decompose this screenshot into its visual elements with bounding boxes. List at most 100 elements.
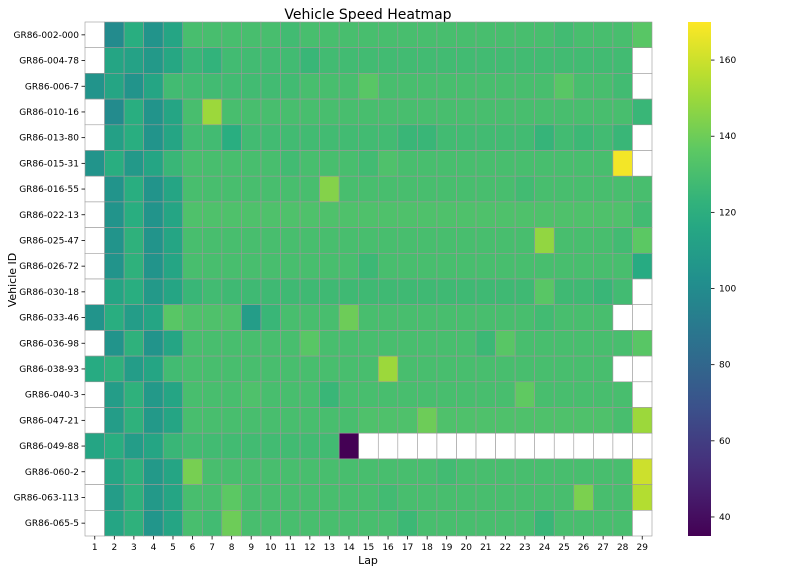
heatmap-cell [84, 432, 105, 460]
heatmap-cell [241, 458, 262, 485]
heatmap-cell [358, 458, 379, 485]
x-tick-label: 4 [151, 543, 157, 553]
heatmap-cell [84, 73, 105, 100]
x-tick-label: 14 [343, 543, 355, 553]
heatmap-cell [377, 150, 399, 177]
heatmap-cell [319, 98, 340, 126]
heatmap-cell [456, 175, 477, 203]
heatmap-cell [104, 150, 125, 177]
heatmap-cell [534, 355, 555, 383]
heatmap-cell [338, 124, 360, 151]
heatmap-cell [436, 98, 457, 126]
heatmap-cell [84, 304, 105, 331]
heatmap-cell [123, 509, 144, 537]
heatmap-cell [358, 150, 379, 177]
colorbar [688, 22, 711, 536]
heatmap-cell [84, 355, 105, 383]
heatmap-cell [553, 150, 575, 177]
heatmap-cell [319, 278, 340, 306]
heatmap-cell [475, 304, 496, 331]
heatmap-cell [162, 47, 184, 74]
heatmap-cell [514, 484, 535, 511]
heatmap-cell [338, 304, 360, 331]
heatmap-cell [221, 304, 242, 331]
heatmap-cell [280, 432, 301, 460]
heatmap-cell [534, 432, 555, 460]
x-tick-label: 27 [597, 543, 608, 553]
heatmap-cell [397, 21, 418, 49]
heatmap-cell [612, 98, 633, 126]
x-axis-label: Lap [358, 554, 378, 567]
heatmap-cell [162, 124, 184, 151]
heatmap-cell [123, 73, 144, 100]
heatmap-cell [104, 278, 125, 306]
heatmap-cell [475, 201, 496, 228]
heatmap-cell [338, 253, 360, 280]
heatmap-cell [534, 278, 555, 306]
heatmap-cell [456, 227, 477, 254]
heatmap-cell [495, 509, 516, 537]
heatmap-cell [280, 330, 301, 357]
heatmap-cell [260, 150, 281, 177]
heatmap-cell [612, 355, 633, 383]
heatmap-cell [632, 484, 653, 511]
heatmap-cell [456, 407, 477, 434]
heatmap-cell [534, 458, 555, 485]
heatmap-cell [495, 253, 516, 280]
heatmap-cell [162, 201, 184, 228]
heatmap-cell [202, 253, 223, 280]
heatmap-cell [143, 509, 164, 537]
heatmap-cell [319, 47, 340, 74]
heatmap-cell [202, 73, 223, 100]
heatmap-cell [280, 484, 301, 511]
heatmap-cell [104, 304, 125, 331]
heatmap-cell [143, 98, 164, 126]
heatmap-cell [143, 484, 164, 511]
heatmap-cell [612, 175, 633, 203]
heatmap-cell [182, 381, 203, 408]
heatmap-cell [162, 381, 184, 408]
heatmap-cell [319, 407, 340, 434]
heatmap-cell [84, 47, 105, 74]
heatmap-cell [202, 175, 223, 203]
heatmap-cell [338, 458, 360, 485]
heatmap-cell [241, 355, 262, 383]
heatmap-cell [104, 253, 125, 280]
heatmap-cell [573, 278, 594, 306]
heatmap-cell [495, 227, 516, 254]
heatmap-cell [377, 47, 399, 74]
heatmap-cell [202, 150, 223, 177]
heatmap-cell [104, 381, 125, 408]
heatmap-cell [397, 330, 418, 357]
heatmap-cell [221, 484, 242, 511]
x-tick-label: 24 [539, 543, 551, 553]
heatmap-cell [260, 98, 281, 126]
heatmap-cell [417, 278, 438, 306]
heatmap-cell [456, 330, 477, 357]
heatmap-cell [495, 73, 516, 100]
heatmap-cell [436, 330, 457, 357]
heatmap-cell [495, 124, 516, 151]
x-tick-label: 23 [519, 543, 530, 553]
heatmap-cell [84, 278, 105, 306]
heatmap-cell [553, 201, 575, 228]
heatmap-cell [299, 509, 320, 537]
heatmap-cell [358, 381, 379, 408]
heatmap-cell [299, 381, 320, 408]
heatmap-cells [84, 21, 653, 537]
heatmap-cell [514, 73, 535, 100]
heatmap-cell [534, 201, 555, 228]
x-tick-label: 9 [248, 543, 254, 553]
y-tick-label: GR86-025-47 [19, 236, 79, 246]
heatmap-cell [632, 458, 653, 485]
y-axis-ticks: GR86-002-000 GR86-004-78 GR86-006-7 GR86-01… [13, 31, 85, 529]
x-tick-label: 26 [578, 543, 590, 553]
heatmap-cell [280, 509, 301, 537]
heatmap-cell [475, 227, 496, 254]
heatmap-cell [417, 484, 438, 511]
heatmap-cell [632, 304, 653, 331]
heatmap-cell [280, 304, 301, 331]
y-tick-label: GR86-060-2 [25, 468, 79, 478]
heatmap-cell [553, 407, 575, 434]
heatmap-cell [260, 227, 281, 254]
